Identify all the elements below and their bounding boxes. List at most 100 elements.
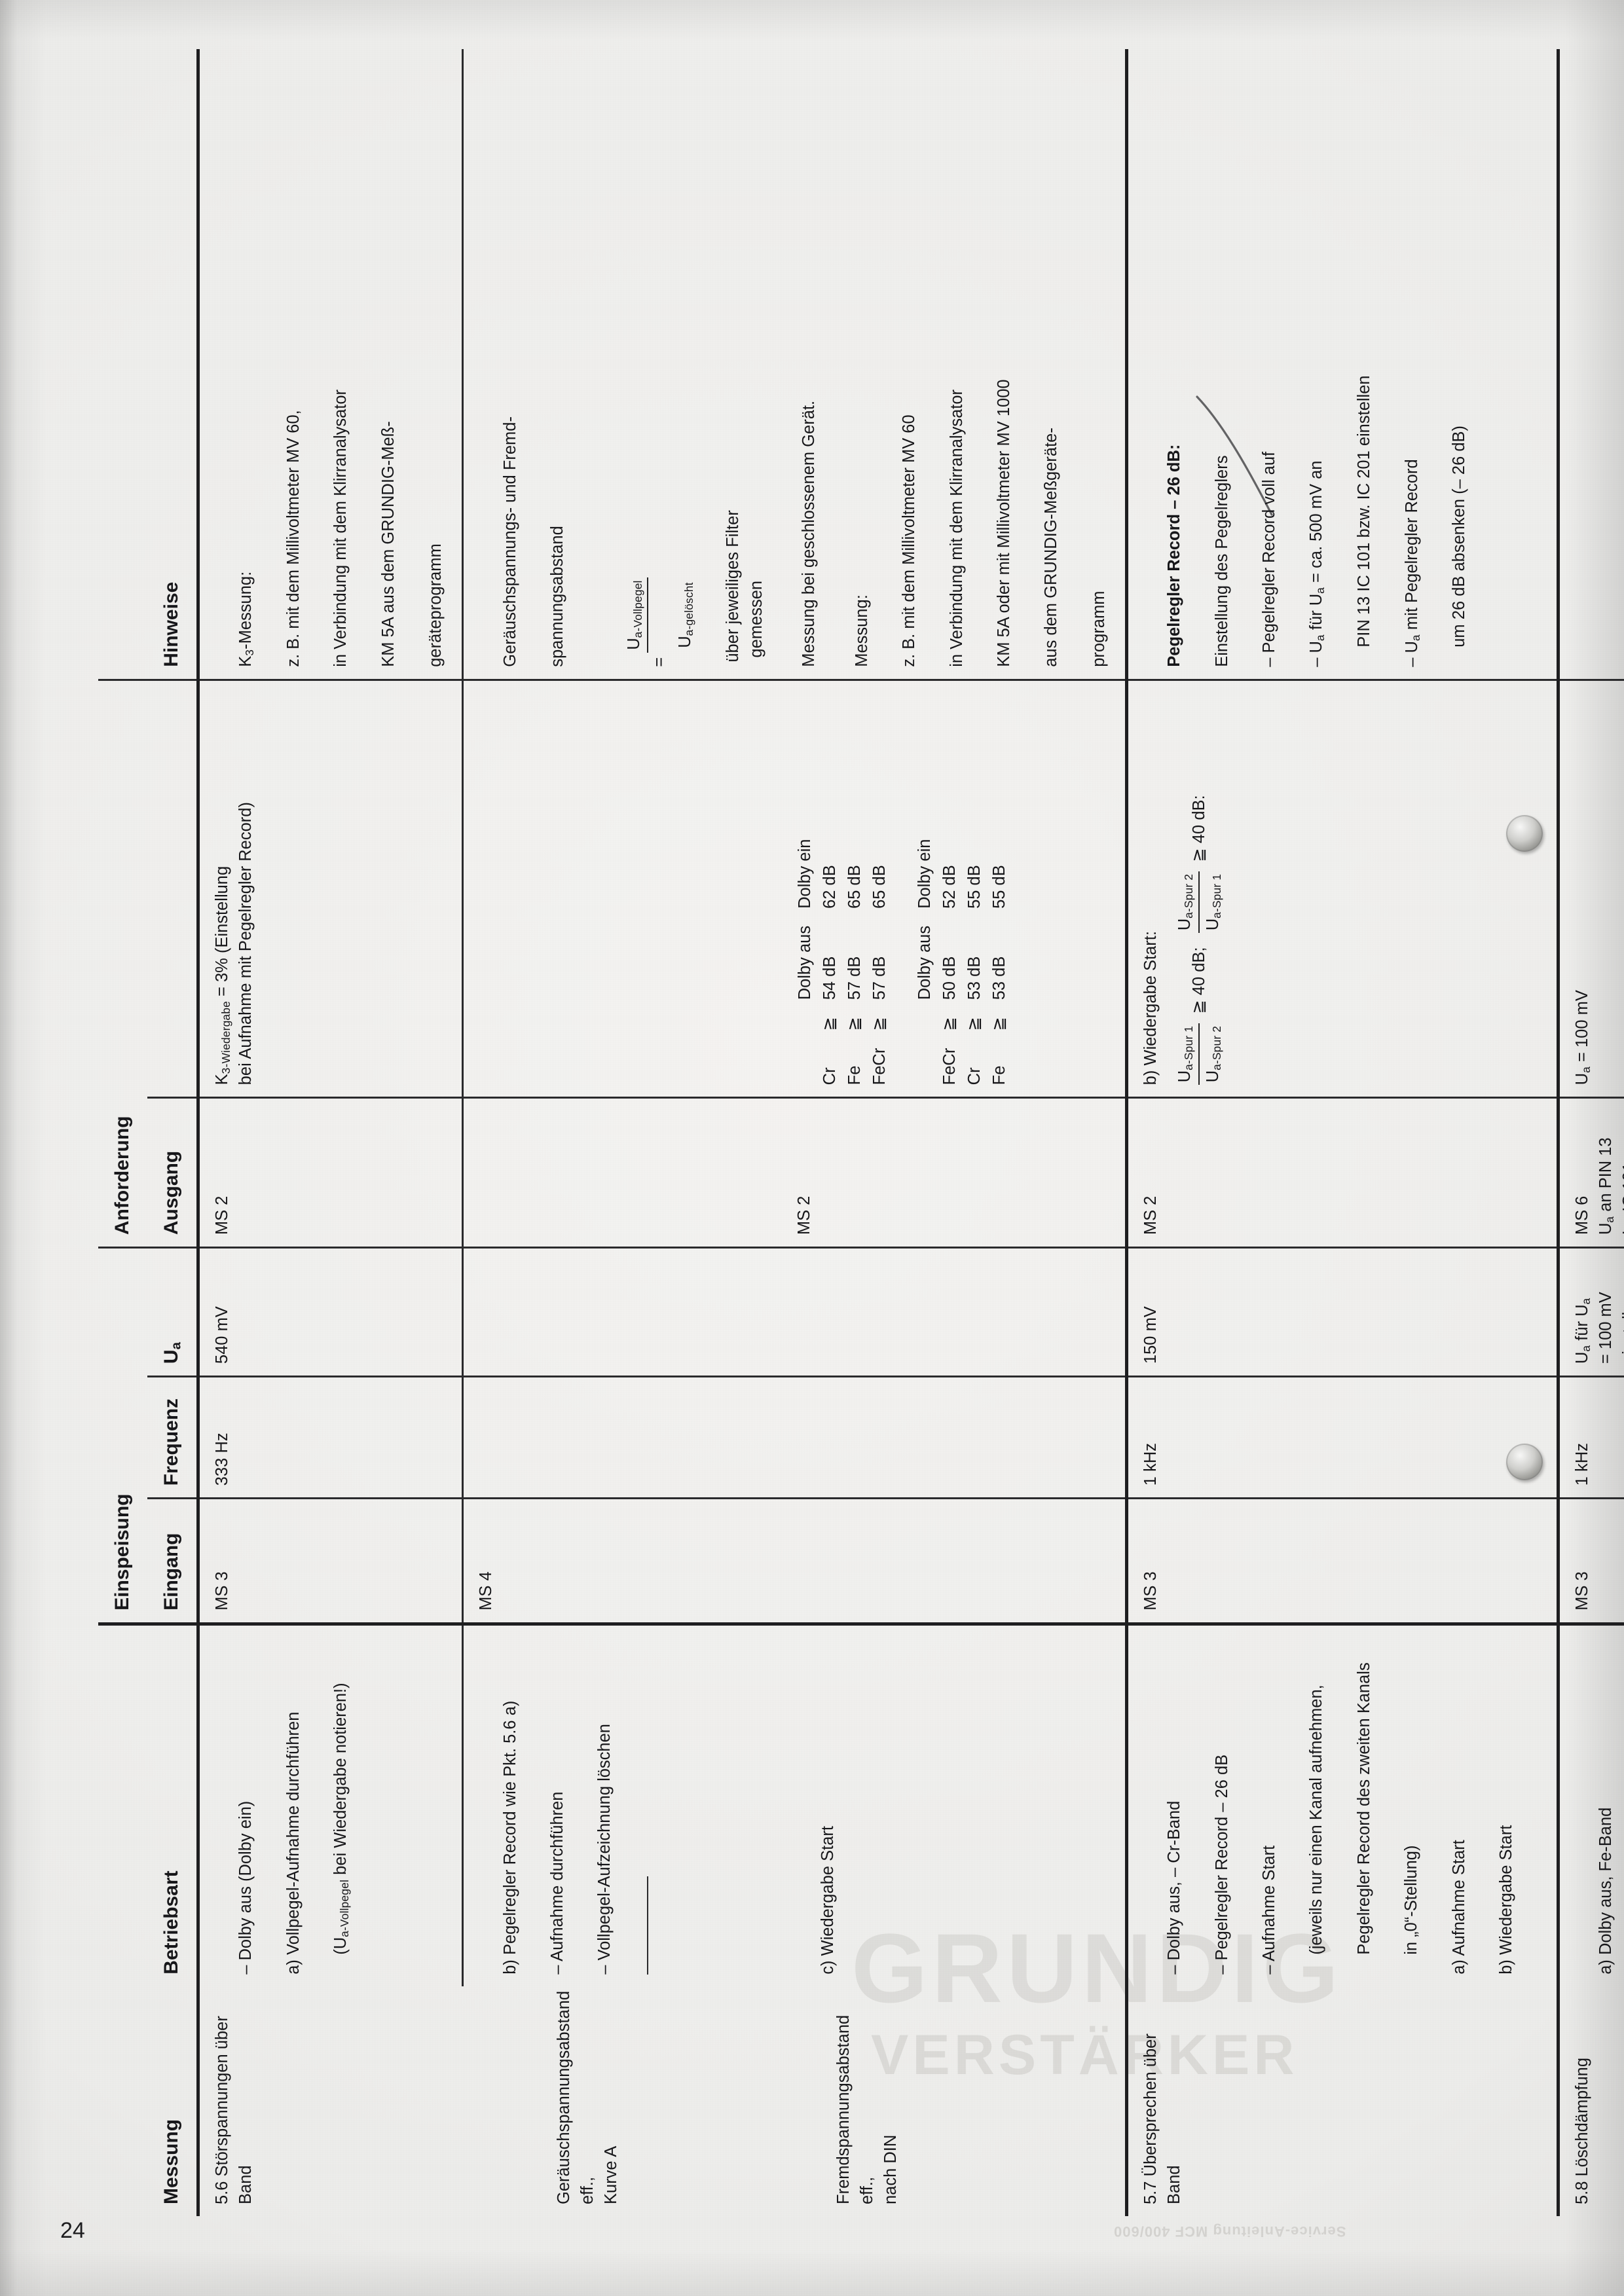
cell-messung: 5.7 Übersprechen über Band xyxy=(1126,1986,1559,2216)
cell-anforderung xyxy=(462,680,782,1098)
cell-ausgang: MS 2 xyxy=(198,1097,463,1248)
cell-frequenz: 1 kHz xyxy=(1558,1376,1624,1499)
cell-eingang: MS 3 xyxy=(198,1498,463,1624)
header-messung: Messung xyxy=(160,2119,182,2204)
spec-value: 52 dB xyxy=(940,865,959,909)
header-ausgang: Ausgang xyxy=(147,1097,198,1248)
table-row: 5.6 Störspannungen über Band – Dolby aus… xyxy=(198,49,463,2216)
cell-frequenz: 333 Hz xyxy=(198,1376,463,1499)
spec-value: 65 dB xyxy=(870,865,889,909)
spec-row: Fe ≧ 53 dB 55 dB xyxy=(987,822,1012,1085)
header-betriebsart: Betriebsart xyxy=(160,1870,182,1975)
header-ua: Ua xyxy=(147,1247,198,1377)
cell-ua xyxy=(462,1247,782,1377)
table-row: 5.8 Löschdämpfung a) Dolby aus, Fe-Band … xyxy=(1558,49,1624,2216)
spec-rel: ≧ xyxy=(990,1017,1009,1031)
spec-label: Cr xyxy=(965,1067,984,1085)
spec-value: 65 dB xyxy=(845,865,864,909)
cell-betriebsart: – Dolby aus, – Cr-Band – Pegelregler Rec… xyxy=(1126,1624,1559,1986)
spec-rel: ≧ xyxy=(965,1017,984,1031)
rotated-table-wrapper: Einspeisung Anforderung Messung Betriebs… xyxy=(98,49,1624,2216)
spec-value: 53 dB xyxy=(965,956,984,1000)
spec-value: 55 dB xyxy=(965,865,984,909)
spec-header-row: Dolby aus Dolby ein xyxy=(792,822,817,1085)
cell-eingang: MS 3 xyxy=(1558,1498,1624,1624)
spec-col-dolby-ein: Dolby ein xyxy=(915,839,934,909)
cell-hinweise: Geräuschspannungs- und Fremd- spannungsa… xyxy=(462,49,1127,680)
spec-rel: ≧ xyxy=(845,1017,864,1031)
spec-rel-spacer xyxy=(912,1000,937,1030)
spec-label: Cr xyxy=(820,1067,839,1085)
spec-label-spacer xyxy=(912,1031,937,1085)
measurement-table: Einspeisung Anforderung Messung Betriebs… xyxy=(98,49,1624,2216)
spec-value: 57 dB xyxy=(845,956,864,1000)
formula-fraction-2: Ua-Spur 2 Ua-Spur 1 xyxy=(1173,871,1225,934)
cell-eingang: MS 4 xyxy=(462,1498,782,1624)
cell-betriebsart: – Dolby aus (Dolby ein) a) Vollpegel-Auf… xyxy=(198,1624,463,1986)
cell-ua: Ua für Ua = 100 mV einstellen xyxy=(1558,1247,1624,1377)
cell-ua: 540 mV xyxy=(198,1247,463,1377)
header-eingang: Eingang xyxy=(147,1498,198,1624)
cell-messung: 5.6 Störspannungen über Band xyxy=(198,1986,463,2216)
spec-value: 50 dB xyxy=(940,956,959,1000)
cell-anforderung: Ua = 100 mV xyxy=(1558,680,1624,1098)
cell-betriebsart: a) Dolby aus, Fe-Band – Pegelregler Reco… xyxy=(1558,1624,1624,1986)
spec-label: Fe xyxy=(990,1065,1009,1085)
spec-value: 55 dB xyxy=(990,865,1009,909)
cell-eingang xyxy=(781,1498,1127,1624)
table-header-group-row: Einspeisung Anforderung xyxy=(98,49,147,2216)
page-number: 24 xyxy=(60,2218,85,2243)
spec-table-1: Dolby aus Dolby ein Cr ≧ 54 dB 62 dB Fe xyxy=(792,822,893,1085)
binder-hole-bottom xyxy=(1506,1444,1543,1480)
spec-label-spacer xyxy=(792,1031,817,1085)
spec-row: FeCr ≧ 50 dB 52 dB xyxy=(937,822,962,1085)
spec-value: 57 dB xyxy=(870,956,889,1000)
spec-row: Cr ≧ 53 dB 55 dB xyxy=(962,822,987,1085)
table-header-row: Messung Betriebsart Eingang Frequenz Ua … xyxy=(147,49,198,2216)
spec-value: 53 dB xyxy=(990,956,1009,1000)
spec-table-2: Dolby aus Dolby ein FeCr ≧ 50 dB 52 dB C… xyxy=(912,822,1012,1085)
formula-fraction-1: Ua-Spur 1 Ua-Spur 2 xyxy=(1173,1023,1225,1085)
header-frequenz: Frequenz xyxy=(147,1376,198,1499)
spec-col-dolby-aus: Dolby aus xyxy=(915,925,934,1000)
header-messung-spacer xyxy=(98,1986,147,2216)
spec-label: FeCr xyxy=(940,1048,959,1085)
cell-hinweise: Pegelregler Record – 26 dB: Einstellung … xyxy=(1126,49,1559,680)
table-row: 5.7 Übersprechen über Band – Dolby aus, … xyxy=(1126,49,1559,2216)
cell-betriebsart: b) Pegelregler Record wie Pkt. 5.6 a) – … xyxy=(462,1624,782,1986)
binder-hole-top xyxy=(1506,815,1543,852)
cell-anforderung: K3-Wiedergabe = 3% (Einstellung bei Aufna… xyxy=(198,680,463,1098)
spec-rel: ≧ xyxy=(870,1017,889,1031)
spec-value: 62 dB xyxy=(820,865,839,909)
spec-label: FeCr xyxy=(870,1048,889,1085)
cell-messung: 5.8 Löschdämpfung xyxy=(1558,1986,1624,2216)
spec-label: Fe xyxy=(845,1065,864,1085)
cell-hinweise xyxy=(1558,49,1624,680)
cell-ausgang: MS 6 Ua an PIN 13 L.: IC 101 R: IC 201 xyxy=(1558,1097,1624,1248)
cell-frequenz xyxy=(462,1376,782,1499)
cell-ua: 150 mV xyxy=(1126,1247,1559,1377)
header-anforderung: Anforderung xyxy=(98,680,147,1248)
divider-line xyxy=(646,1876,649,1975)
spec-row: FeCr ≧ 57 dB 65 dB xyxy=(867,822,892,1085)
bleed-through-footer: Service-Anleitung MCF 400/600 xyxy=(1113,2223,1346,2240)
header-anforderung-spacer xyxy=(147,680,198,1098)
cell-ausgang: MS 2 xyxy=(781,1097,1127,1248)
spec-rel: ≧ xyxy=(940,1017,959,1031)
spec-rel: ≧ xyxy=(820,1017,839,1031)
cell-anforderung: b) Wiedergabe Start: Ua-Spur 1 Ua-Spur 2… xyxy=(1126,680,1559,1098)
spec-col-dolby-ein: Dolby ein xyxy=(795,839,814,909)
cell-ua xyxy=(781,1247,1127,1377)
cell-hinweise: K3-Messung: z. B. mit dem Millivoltmeter… xyxy=(198,49,463,680)
cell-messung-side: Geräuschspannungsabstand eff., Kurve A xyxy=(554,1990,621,2204)
spec-rel-spacer xyxy=(792,1000,817,1030)
spec-col-dolby-aus: Dolby aus xyxy=(795,925,814,1000)
spec-header-row: Dolby aus Dolby ein xyxy=(912,822,937,1085)
spec-row: Fe ≧ 57 dB 65 dB xyxy=(842,822,867,1085)
anforderung-lead: b) Wiedergabe Start: xyxy=(1141,931,1160,1085)
header-hinweise-spacer xyxy=(98,49,147,680)
cell-messung-side: Fremdspannungsabstand eff., nach DIN xyxy=(834,2014,900,2204)
cell-frequenz: 1 kHz xyxy=(1126,1376,1559,1499)
cell-ausgang xyxy=(462,1097,782,1248)
